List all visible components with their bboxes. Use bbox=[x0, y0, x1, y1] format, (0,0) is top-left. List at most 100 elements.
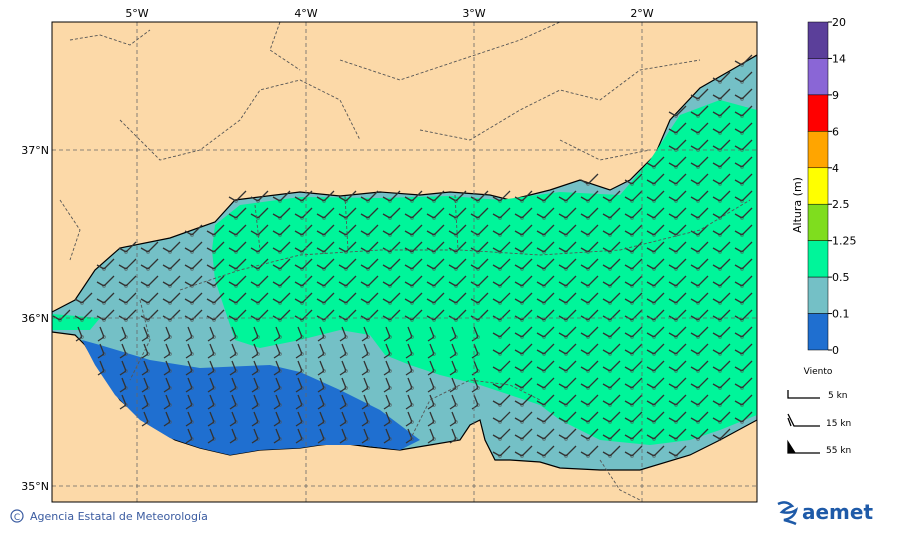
wind-barb bbox=[580, 428, 599, 440]
barb-station bbox=[674, 131, 678, 135]
wind-barb bbox=[734, 326, 753, 338]
barb-station bbox=[696, 403, 700, 407]
wind-barb bbox=[712, 122, 731, 134]
wind-barb bbox=[492, 224, 511, 236]
barb-station bbox=[498, 284, 502, 288]
barb-station bbox=[586, 216, 590, 220]
barb-station bbox=[344, 233, 348, 237]
barb-station bbox=[674, 114, 678, 118]
barb-station bbox=[740, 199, 744, 203]
wind-barb bbox=[712, 411, 731, 423]
wind-barb bbox=[690, 173, 709, 185]
wind-barb bbox=[339, 377, 347, 393]
wind-barb bbox=[185, 326, 193, 342]
barb-station bbox=[630, 301, 634, 305]
wind-barb bbox=[273, 360, 281, 376]
wind-barb bbox=[206, 292, 225, 304]
barb-station bbox=[696, 369, 700, 373]
barb-station bbox=[652, 199, 656, 203]
barb-station bbox=[498, 437, 502, 441]
wind-barb bbox=[294, 190, 313, 202]
barb-station bbox=[696, 114, 700, 118]
wind-barb bbox=[405, 411, 413, 427]
wind-barb bbox=[624, 343, 643, 355]
barb-station bbox=[278, 233, 282, 237]
wind-barb bbox=[624, 173, 643, 185]
barb-station bbox=[234, 233, 238, 237]
colorbar-label: 4 bbox=[832, 162, 839, 175]
barb-station bbox=[696, 267, 700, 271]
colorbar-label: 0.5 bbox=[832, 271, 850, 284]
wind-barb bbox=[448, 292, 467, 304]
borders bbox=[59, 22, 751, 501]
wind-barb bbox=[141, 360, 149, 376]
wind-barb bbox=[536, 411, 555, 423]
barb-station bbox=[388, 301, 392, 305]
wind-barb bbox=[360, 275, 379, 287]
wind-barb bbox=[338, 190, 357, 202]
barb-station bbox=[102, 284, 106, 288]
barb-station bbox=[256, 267, 260, 271]
wind-barb bbox=[250, 292, 269, 304]
wind-barb bbox=[646, 394, 665, 406]
colorbar-label: 6 bbox=[832, 125, 839, 138]
wind-barb bbox=[536, 258, 555, 270]
barb-station bbox=[542, 250, 546, 254]
barb-station bbox=[278, 199, 282, 203]
wind-barb bbox=[602, 394, 621, 406]
wind-barb bbox=[317, 377, 325, 393]
wind-barb bbox=[690, 258, 709, 270]
barb-station bbox=[542, 454, 546, 458]
wind-barb bbox=[272, 190, 291, 202]
wind-barb bbox=[668, 241, 687, 253]
wind-barb bbox=[338, 207, 357, 219]
barb-station bbox=[652, 233, 656, 237]
wind-barb bbox=[184, 258, 203, 270]
barb-station bbox=[740, 114, 744, 118]
barb-station bbox=[674, 352, 678, 356]
wind-barb bbox=[141, 326, 149, 342]
barb-station bbox=[366, 250, 370, 254]
barb-station bbox=[674, 454, 678, 458]
wind-barb bbox=[690, 411, 709, 423]
wind-barb bbox=[624, 411, 643, 423]
wind-barb bbox=[602, 224, 621, 236]
wind-barb bbox=[580, 190, 599, 202]
wind-barb bbox=[624, 326, 643, 338]
barb-station bbox=[432, 284, 436, 288]
wind-barb bbox=[734, 139, 753, 151]
barb-station bbox=[256, 284, 260, 288]
barb-station bbox=[344, 199, 348, 203]
lon-label: 5°W bbox=[125, 7, 148, 20]
wind-barb bbox=[734, 241, 753, 253]
wind-barb bbox=[514, 343, 533, 355]
wind-barb bbox=[251, 326, 259, 342]
barb-station bbox=[652, 454, 656, 458]
wind-barb bbox=[712, 258, 731, 270]
wind-barb bbox=[250, 190, 269, 202]
wind-barb bbox=[294, 258, 313, 270]
wind-barb bbox=[602, 343, 621, 355]
wind-barb bbox=[317, 343, 325, 359]
wind-barb bbox=[382, 224, 401, 236]
wind-barb bbox=[514, 190, 533, 202]
wind-barb bbox=[294, 207, 313, 219]
barb-station bbox=[498, 301, 502, 305]
wind-barb bbox=[624, 292, 643, 304]
wind-barb bbox=[185, 360, 193, 376]
barb-station bbox=[652, 386, 656, 390]
wind-barb bbox=[228, 241, 247, 253]
wind-barb bbox=[690, 88, 709, 100]
wind-barb bbox=[96, 309, 115, 321]
barb-station bbox=[410, 284, 414, 288]
barb-station bbox=[564, 403, 568, 407]
wind-barb bbox=[119, 360, 127, 376]
wind-barb bbox=[624, 207, 643, 219]
wind-barb bbox=[317, 411, 325, 427]
wind-barb bbox=[119, 343, 127, 359]
wind-barb bbox=[624, 360, 643, 372]
barb-station bbox=[696, 182, 700, 186]
wind-barb bbox=[536, 326, 555, 338]
wind-barb bbox=[690, 326, 709, 338]
wind-barb bbox=[338, 275, 357, 287]
